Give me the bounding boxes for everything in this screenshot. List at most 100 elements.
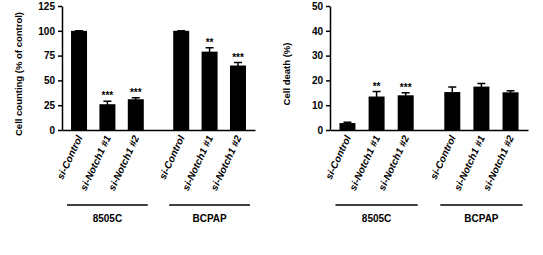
chart: 0 25 50 75 100 125 si-Controlsi-Notch1 #1si-No… [13,1,256,224]
tick: si-Notch1 #1 [452,130,487,192]
tick: 100 [38,26,62,37]
plot-area [71,31,246,130]
plot-area [339,84,518,130]
tick-mark [326,31,330,33]
bar [230,66,246,130]
significance: ** [206,37,214,48]
bar [444,92,460,130]
category-label: si-Notch1 #2 [208,133,243,192]
x-axis: si-Controlsi-Notch1 #1si-Notch1 #2si-Con… [323,130,528,192]
bar [99,104,115,130]
tick-label: 40 [312,26,324,37]
bar [398,95,414,130]
error-bar [75,30,83,32]
tick: si-Control [323,130,353,181]
tick: 125 [38,1,62,12]
tick-label: 0 [49,125,55,136]
tick-label: 30 [312,50,324,61]
tick-mark [58,130,62,132]
error-bar [132,98,140,101]
significance: *** [400,82,412,93]
tick-mark [326,80,330,82]
tick: 20 [312,75,330,86]
category-label: si-Control [323,133,353,181]
tick-label: 10 [312,100,324,111]
axis-line [330,7,332,131]
tick: 30 [312,50,330,61]
bar [128,99,144,130]
tick-label: 100 [38,26,55,37]
tick-mark [58,31,62,33]
tick: si-Notch1 #1 [347,130,382,192]
group-line [335,204,417,206]
error-bar [103,101,111,107]
category-label: si-Control [157,133,187,181]
tick-label: 75 [44,50,56,61]
tick-label: 50 [44,75,56,86]
bar [473,87,489,130]
tick: si-Control [428,130,458,181]
significance: *** [130,87,142,98]
tick: 0 [49,125,62,136]
error-bar [507,91,515,94]
significance: *** [102,90,114,101]
tick-mark [326,6,330,8]
error-bar [477,84,485,90]
group-label: 8505C [93,213,122,224]
group-line [440,204,522,206]
tick: si-Notch1 #2 [376,130,411,192]
error-bar [177,30,185,32]
significance: *** [232,52,244,63]
bar [173,31,189,130]
category-label: si-Notch1 #2 [376,133,411,192]
tick-mark [326,55,330,57]
tick-label: 50 [312,1,324,12]
tick-label: 25 [44,100,56,111]
x-axis: si-Controlsi-Notch1 #1si-Notch1 #2si-Con… [55,130,256,192]
tick: 40 [312,26,330,37]
tick: 50 [44,75,62,86]
error-bar [234,63,242,69]
axis-line [63,130,256,132]
category-label: si-Control [428,133,458,181]
tick: 75 [44,50,62,61]
tick-label: 0 [317,125,323,136]
bar [71,31,87,130]
category-label: si-Notch1 #2 [481,133,516,192]
tick-mark [326,130,330,132]
tick: 0 [317,125,330,136]
tick-mark [58,55,62,57]
error-bar [373,92,381,102]
error-bar [343,122,351,123]
error-bar [402,93,410,98]
tick: si-Control [55,130,85,181]
tick-label: 125 [38,1,55,12]
bar [202,52,218,130]
tick: si-Notch1 #2 [208,130,243,192]
tick: si-Notch1 #2 [481,130,516,192]
category-label: si-Notch1 #2 [106,133,141,192]
y-axis: 0 10 20 30 40 50 [312,1,331,136]
tick-mark [58,6,62,8]
group-label: 8505C [362,213,391,224]
tick-label: 20 [312,75,324,86]
tick: 10 [312,100,330,111]
chart: 01020304050si-Controlsi-Notch1 #1si-Notc… [281,1,529,224]
tick-mark [58,80,62,82]
tick: si-Notch1 #2 [106,130,141,192]
group-line [67,204,148,206]
tick-mark [326,105,330,107]
bar [369,97,385,130]
axis-line [62,7,64,131]
axis-line [331,130,529,132]
group-label: BCPAP [464,213,499,224]
bar [339,123,355,130]
group-line [169,204,250,206]
figure: 0255075100125si-Controlsi-Notch1 #1si-No… [0,0,543,255]
tick-mark [58,105,62,107]
tick: 50 [312,1,330,12]
error-bar [206,48,214,56]
category-label: si-Control [55,133,85,181]
tick: 25 [44,100,62,111]
bar [503,92,519,130]
